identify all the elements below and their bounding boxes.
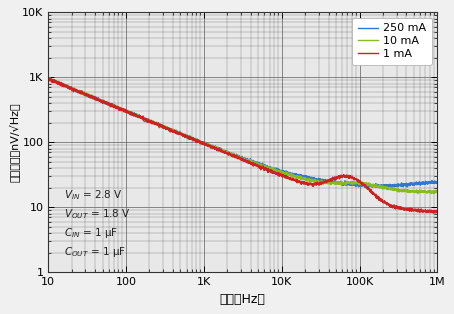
10 mA bbox=[434, 190, 440, 193]
10 mA bbox=[113, 106, 118, 109]
10 mA bbox=[427, 189, 433, 192]
10 mA bbox=[46, 76, 51, 79]
250 mA bbox=[113, 105, 118, 109]
Y-axis label: 输出噪声（nV/√Hz）: 输出噪声（nV/√Hz） bbox=[8, 102, 20, 182]
Line: 250 mA: 250 mA bbox=[48, 78, 437, 187]
1 mA bbox=[113, 106, 118, 109]
10 mA bbox=[45, 77, 51, 81]
Line: 10 mA: 10 mA bbox=[48, 78, 437, 193]
10 mA bbox=[195, 139, 200, 143]
1 mA bbox=[385, 202, 390, 205]
250 mA bbox=[45, 77, 51, 80]
250 mA bbox=[195, 139, 200, 143]
1 mA bbox=[212, 146, 217, 150]
X-axis label: 頻率（Hz）: 頻率（Hz） bbox=[220, 293, 266, 306]
250 mA bbox=[47, 76, 52, 80]
250 mA bbox=[378, 186, 384, 189]
250 mA bbox=[212, 145, 217, 149]
10 mA bbox=[90, 96, 95, 100]
1 mA bbox=[427, 209, 433, 213]
1 mA bbox=[90, 96, 95, 100]
Text: $V_{IN}$ = 2.8 V
$V_{OUT}$ = 1.8 V
$C_{IN}$ = 1 μF
$C_{OUT}$ = 1 μF: $V_{IN}$ = 2.8 V $V_{OUT}$ = 1.8 V $C_{I… bbox=[64, 189, 130, 259]
1 mA bbox=[430, 211, 436, 215]
250 mA bbox=[434, 180, 440, 184]
10 mA bbox=[385, 187, 390, 191]
250 mA bbox=[427, 181, 433, 185]
10 mA bbox=[415, 192, 420, 195]
250 mA bbox=[90, 96, 95, 100]
Legend: 250 mA, 10 mA, 1 mA: 250 mA, 10 mA, 1 mA bbox=[352, 18, 432, 65]
250 mA bbox=[385, 184, 391, 188]
1 mA bbox=[46, 76, 52, 80]
10 mA bbox=[212, 146, 217, 150]
1 mA bbox=[45, 78, 51, 81]
Line: 1 mA: 1 mA bbox=[48, 78, 437, 213]
1 mA bbox=[195, 138, 200, 141]
1 mA bbox=[434, 211, 440, 215]
